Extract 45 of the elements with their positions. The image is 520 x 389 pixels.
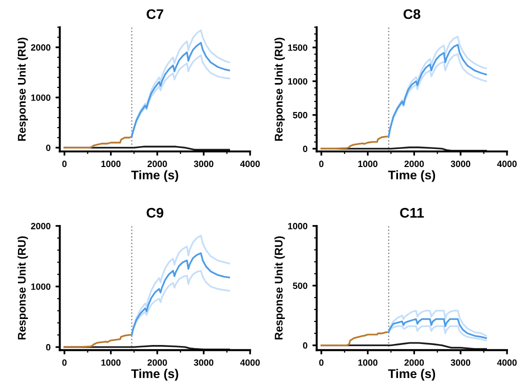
- x-axis-title: Time (s): [131, 368, 178, 381]
- y-tick-label: 1000: [288, 78, 308, 85]
- y-tick-label: 0: [46, 144, 50, 152]
- y-tick-label: 1000: [288, 222, 308, 230]
- y-tick-label: 1000: [31, 283, 50, 290]
- x-tick-label: 3000: [194, 359, 214, 366]
- x-tick-label: 1000: [101, 359, 121, 366]
- chart-title: C11: [400, 208, 424, 218]
- y-tick-label: 0: [303, 342, 308, 349]
- x-tick-label: 0: [319, 160, 324, 168]
- x-tick-label: 3000: [450, 160, 470, 168]
- x-tick-label: 2000: [404, 359, 424, 366]
- x-tick-label: 4000: [240, 359, 260, 366]
- x-tick-label: 1000: [358, 359, 378, 366]
- x-tick-label: 0: [62, 359, 67, 366]
- y-tick-label: 0: [46, 344, 50, 350]
- y-axis-title: Response Unit (RU): [18, 38, 28, 141]
- x-tick-label: 4000: [497, 160, 517, 168]
- x-tick-label: 2000: [404, 160, 424, 168]
- y-axis-title: Response Unit (RU): [18, 236, 28, 340]
- x-tick-label: 1000: [358, 160, 378, 168]
- chart-title: C9: [146, 208, 164, 218]
- x-tick-label: 4000: [240, 160, 260, 168]
- y-tick-label: 500: [292, 112, 308, 118]
- x-tick-label: 0: [319, 359, 324, 366]
- x-tick-label: 2000: [148, 359, 167, 366]
- x-tick-label: 4000: [497, 359, 517, 366]
- y-axis-title: Response Unit (RU): [274, 236, 285, 340]
- x-tick-label: 3000: [194, 160, 214, 168]
- chart-title: C8: [404, 9, 420, 20]
- y-tick-label: 2000: [31, 44, 50, 51]
- y-tick-label: 500: [292, 282, 308, 289]
- y-tick-label: 1000: [31, 94, 50, 101]
- y-tick-label: 1500: [288, 44, 308, 51]
- x-axis-title: Time (s): [388, 170, 436, 182]
- chart-title: C7: [146, 9, 164, 20]
- x-tick-label: 1000: [101, 160, 121, 168]
- x-tick-label: 3000: [450, 359, 470, 366]
- x-tick-label: 2000: [148, 160, 167, 168]
- y-tick-label: 0: [303, 146, 308, 152]
- y-axis-title: Response Unit (RU): [274, 38, 285, 141]
- x-axis-title: Time (s): [388, 368, 436, 381]
- y-tick-label: 2000: [31, 222, 50, 230]
- x-tick-label: 0: [62, 160, 67, 168]
- x-axis-title: Time (s): [131, 170, 178, 182]
